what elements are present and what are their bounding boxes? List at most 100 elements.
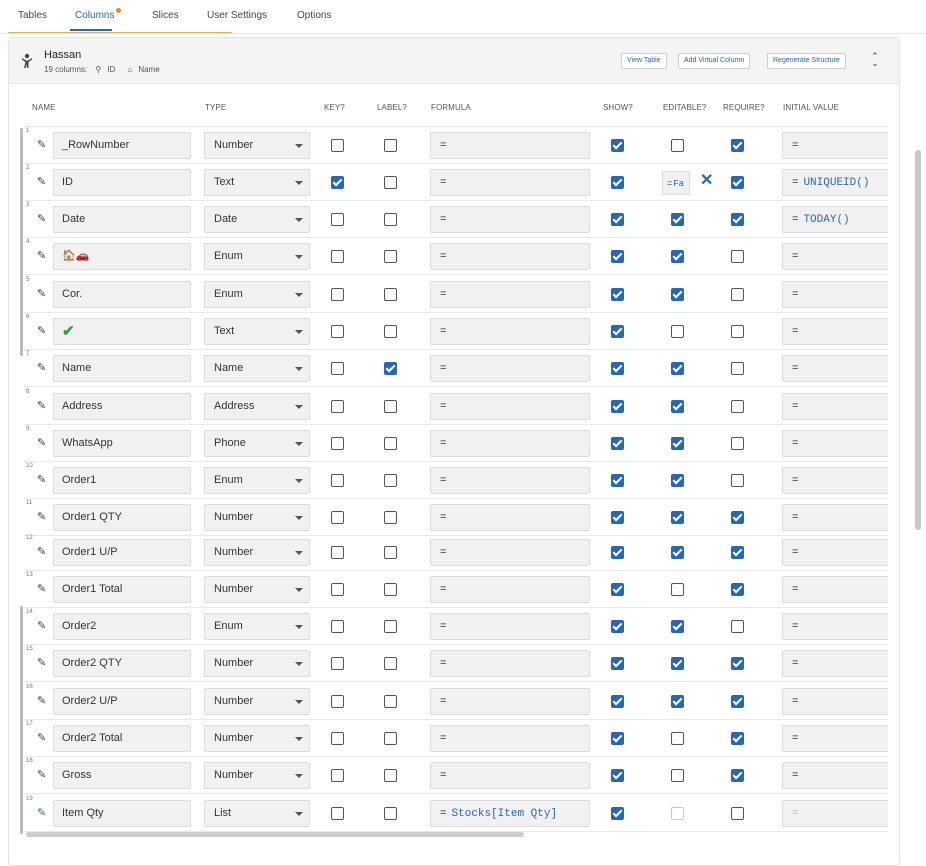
require-checkbox[interactable]: [731, 176, 744, 189]
column-type-select[interactable]: Number: [204, 762, 310, 789]
require-checkbox[interactable]: [731, 213, 744, 226]
initial-value-input[interactable]: =: [782, 132, 888, 159]
initial-value-input[interactable]: = UNIQUEID(): [782, 169, 888, 196]
column-type-select[interactable]: Number: [204, 650, 310, 677]
show-checkbox[interactable]: [611, 250, 624, 263]
column-type-select[interactable]: List: [204, 800, 310, 827]
editable-checkbox[interactable]: [671, 437, 684, 450]
show-checkbox[interactable]: [611, 732, 624, 745]
editable-checkbox[interactable]: [671, 362, 684, 375]
column-type-select[interactable]: Number: [204, 688, 310, 715]
editable-formula-input[interactable]: =Fa: [662, 171, 690, 195]
column-name-field[interactable]: Name: [53, 355, 191, 382]
key-checkbox[interactable]: [331, 400, 344, 413]
key-checkbox[interactable]: [331, 362, 344, 375]
pencil-edit-icon[interactable]: ✎: [37, 474, 47, 486]
horizontal-scrollbar[interactable]: [26, 832, 524, 837]
key-checkbox[interactable]: [331, 213, 344, 226]
formula-input[interactable]: =: [430, 281, 590, 308]
require-checkbox[interactable]: [731, 362, 744, 375]
require-checkbox[interactable]: [731, 807, 744, 820]
pencil-edit-icon[interactable]: ✎: [37, 583, 47, 595]
require-checkbox[interactable]: [731, 250, 744, 263]
column-type-select[interactable]: Date: [204, 206, 310, 233]
pencil-edit-icon[interactable]: ✎: [37, 250, 47, 262]
show-checkbox[interactable]: [611, 657, 624, 670]
require-checkbox[interactable]: [731, 400, 744, 413]
initial-value-input[interactable]: =: [782, 613, 888, 640]
pencil-edit-icon[interactable]: ✎: [37, 620, 47, 632]
formula-input[interactable]: =: [430, 393, 590, 420]
pencil-edit-icon[interactable]: ✎: [37, 511, 47, 523]
require-checkbox[interactable]: [731, 325, 744, 338]
require-checkbox[interactable]: [731, 139, 744, 152]
label-checkbox[interactable]: [384, 474, 397, 487]
tab-columns[interactable]: Columns: [75, 8, 122, 21]
initial-value-input[interactable]: =: [782, 355, 888, 382]
show-checkbox[interactable]: [611, 288, 624, 301]
label-checkbox[interactable]: [384, 213, 397, 226]
editable-checkbox[interactable]: [671, 250, 684, 263]
column-name-field[interactable]: ✔: [53, 318, 191, 345]
key-checkbox[interactable]: [331, 657, 344, 670]
tab-user-settings[interactable]: User Settings: [207, 10, 267, 21]
column-name-field[interactable]: Order1 Total: [53, 576, 191, 603]
key-checkbox[interactable]: [331, 583, 344, 596]
formula-input[interactable]: =: [430, 688, 590, 715]
formula-input[interactable]: =: [430, 650, 590, 677]
key-checkbox[interactable]: [331, 546, 344, 559]
show-checkbox[interactable]: [611, 213, 624, 226]
column-type-select[interactable]: Number: [204, 132, 310, 159]
initial-value-input[interactable]: =: [782, 800, 888, 827]
formula-input[interactable]: =: [430, 539, 590, 566]
editable-checkbox[interactable]: [671, 620, 684, 633]
show-checkbox[interactable]: [611, 695, 624, 708]
editable-checkbox[interactable]: [671, 325, 684, 338]
add-virtual-column-button[interactable]: Add Virtual Column: [678, 53, 751, 69]
column-name-field[interactable]: Item Qty: [53, 800, 191, 827]
column-type-select[interactable]: Number: [204, 504, 310, 531]
editable-checkbox[interactable]: [671, 546, 684, 559]
pencil-edit-icon[interactable]: ✎: [37, 176, 47, 188]
label-checkbox[interactable]: [384, 657, 397, 670]
require-checkbox[interactable]: [731, 657, 744, 670]
column-name-field[interactable]: Order1 U/P: [53, 539, 191, 566]
column-type-select[interactable]: Phone: [204, 430, 310, 457]
label-checkbox[interactable]: [384, 807, 397, 820]
initial-value-input[interactable]: =: [782, 539, 888, 566]
formula-input[interactable]: =: [430, 169, 590, 196]
column-type-select[interactable]: Name: [204, 355, 310, 382]
label-checkbox[interactable]: [384, 325, 397, 338]
formula-input[interactable]: =: [430, 576, 590, 603]
show-checkbox[interactable]: [611, 325, 624, 338]
editable-checkbox[interactable]: [671, 400, 684, 413]
column-name-field[interactable]: ID: [53, 169, 191, 196]
column-type-select[interactable]: Address: [204, 393, 310, 420]
column-type-select[interactable]: Enum: [204, 467, 310, 494]
key-checkbox[interactable]: [331, 620, 344, 633]
show-checkbox[interactable]: [611, 362, 624, 375]
show-checkbox[interactable]: [611, 583, 624, 596]
tab-options[interactable]: Options: [297, 10, 331, 21]
key-checkbox[interactable]: [331, 695, 344, 708]
pencil-edit-icon[interactable]: ✎: [37, 437, 47, 449]
label-checkbox[interactable]: [384, 400, 397, 413]
pencil-edit-icon[interactable]: ✎: [37, 362, 47, 374]
formula-input[interactable]: =: [430, 504, 590, 531]
editable-checkbox[interactable]: [671, 213, 684, 226]
editable-checkbox[interactable]: [671, 583, 684, 596]
column-name-field[interactable]: Order2 U/P: [53, 688, 191, 715]
editable-checkbox[interactable]: [671, 695, 684, 708]
require-checkbox[interactable]: [731, 732, 744, 745]
column-type-select[interactable]: Number: [204, 539, 310, 566]
initial-value-input[interactable]: =: [782, 688, 888, 715]
column-type-select[interactable]: Enum: [204, 243, 310, 270]
editable-checkbox[interactable]: [671, 807, 684, 820]
expand-collapse-icon[interactable]: ⌃ ⌄: [871, 51, 879, 68]
key-checkbox[interactable]: [331, 288, 344, 301]
column-name-field[interactable]: Gross: [53, 762, 191, 789]
editable-checkbox[interactable]: [671, 139, 684, 152]
editable-checkbox[interactable]: [671, 769, 684, 782]
label-checkbox[interactable]: [384, 139, 397, 152]
label-checkbox[interactable]: [384, 437, 397, 450]
